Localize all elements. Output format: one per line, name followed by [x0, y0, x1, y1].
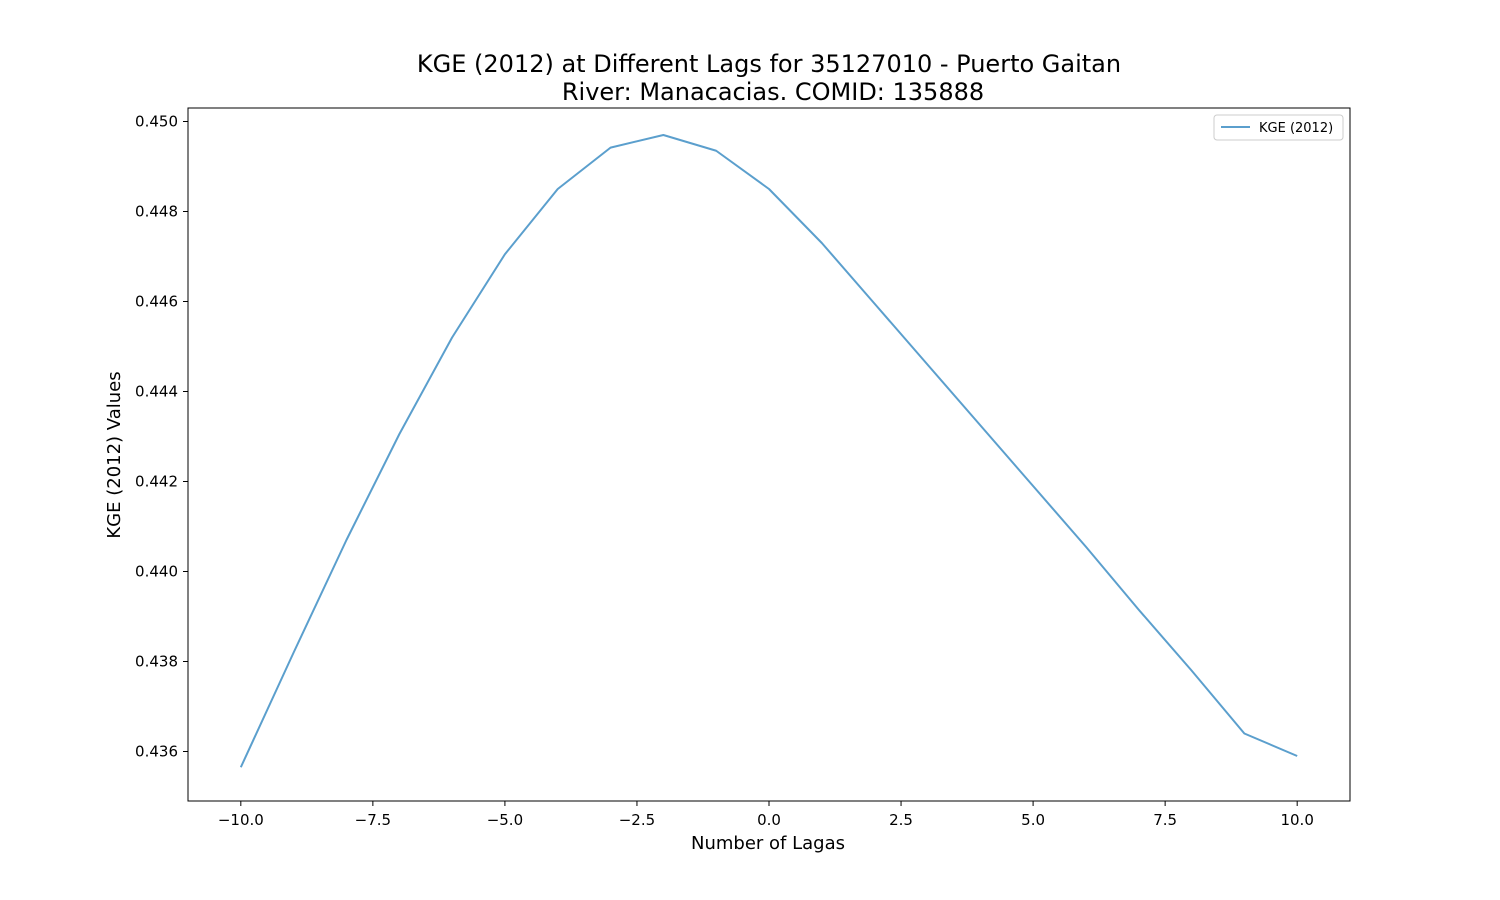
series-line-kge-2012 [239, 134, 1298, 768]
y-tick-label: 0.450 [135, 113, 178, 131]
y-axis-label: KGE (2012) Values [104, 371, 125, 538]
y-tick-label: 0.438 [135, 653, 178, 671]
y-tick-label: 0.446 [135, 293, 178, 311]
x-tick-label: −7.5 [355, 811, 391, 829]
y-tick-label: 0.442 [135, 473, 178, 491]
legend-label: KGE (2012) [1259, 121, 1333, 136]
y-axis: 0.436 0.438 0.440 0.442 0.444 0.446 0.448 0.450 [135, 113, 188, 761]
x-tick-label: −5.0 [487, 811, 523, 829]
x-axis: −10.0 −7.5 −5.0 −2.5 0.0 2.5 5.0 7.5 10.0 [218, 801, 1314, 829]
y-tick-label: 0.440 [135, 563, 178, 581]
x-tick-label: 0.0 [757, 811, 781, 829]
y-tick-label: 0.444 [135, 383, 178, 401]
x-tick-label: −2.5 [619, 811, 655, 829]
chart-subtitle: River: Manacacias. COMID: 135888 [562, 78, 984, 106]
legend-box [1213, 114, 1344, 141]
x-tick-label: 5.0 [1021, 811, 1045, 829]
y-tick-label: 0.448 [135, 203, 178, 221]
plot-area [187, 107, 1351, 802]
series-group [239, 134, 1298, 768]
x-tick-label: 10.0 [1280, 811, 1313, 829]
x-tick-label: −10.0 [218, 811, 264, 829]
x-axis-label: Number of Lagas [691, 833, 845, 854]
chart-title: KGE (2012) at Different Lags for 3512701… [417, 50, 1121, 78]
x-tick-label: 7.5 [1153, 811, 1177, 829]
legend: KGE (2012) [1213, 114, 1344, 141]
y-tick-label: 0.436 [135, 743, 178, 761]
x-tick-label: 2.5 [889, 811, 913, 829]
